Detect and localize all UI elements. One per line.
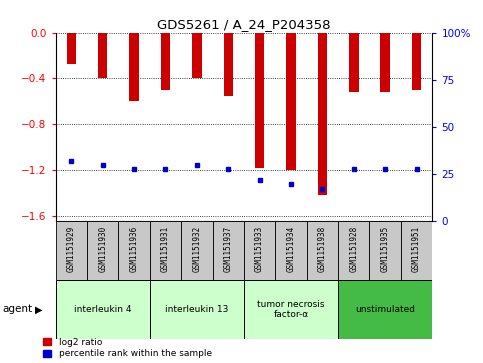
Bar [369, 221, 401, 280]
Text: GSM1151934: GSM1151934 [286, 226, 296, 272]
Text: tumor necrosis
factor-α: tumor necrosis factor-α [257, 300, 325, 319]
Text: ▶: ▶ [35, 305, 43, 314]
Bar [381, 33, 390, 92]
Bar [129, 33, 139, 101]
Bar [338, 280, 432, 339]
Bar [275, 221, 307, 280]
Text: agent: agent [2, 305, 32, 314]
Bar [213, 221, 244, 280]
Text: interleukin 13: interleukin 13 [165, 305, 228, 314]
Bar [286, 33, 296, 170]
Text: GSM1151931: GSM1151931 [161, 226, 170, 272]
Bar [67, 33, 76, 64]
Text: interleukin 4: interleukin 4 [74, 305, 131, 314]
Text: unstimulated: unstimulated [355, 305, 415, 314]
Bar [98, 33, 107, 78]
Bar [181, 221, 213, 280]
Bar [255, 33, 264, 168]
Text: GSM1151930: GSM1151930 [98, 226, 107, 272]
Bar [161, 33, 170, 90]
Bar [307, 221, 338, 280]
Text: GSM1151935: GSM1151935 [381, 226, 390, 272]
Text: GSM1151932: GSM1151932 [192, 226, 201, 272]
Bar [401, 221, 432, 280]
Bar [192, 33, 201, 78]
Text: GSM1151933: GSM1151933 [255, 226, 264, 272]
Bar [150, 280, 244, 339]
Bar [150, 221, 181, 280]
Bar [56, 221, 87, 280]
Title: GDS5261 / A_24_P204358: GDS5261 / A_24_P204358 [157, 19, 331, 32]
Text: GSM1151938: GSM1151938 [318, 226, 327, 272]
Bar [349, 33, 358, 92]
Bar [318, 33, 327, 195]
Bar [224, 33, 233, 95]
Text: GSM1151929: GSM1151929 [67, 226, 76, 272]
Text: GSM1151936: GSM1151936 [129, 226, 139, 272]
Bar [56, 280, 150, 339]
Legend: log2 ratio, percentile rank within the sample: log2 ratio, percentile rank within the s… [43, 338, 212, 359]
Text: GSM1151928: GSM1151928 [349, 226, 358, 272]
Bar [244, 280, 338, 339]
Text: GSM1151937: GSM1151937 [224, 226, 233, 272]
Bar [87, 221, 118, 280]
Bar [412, 33, 421, 90]
Text: GSM1151951: GSM1151951 [412, 226, 421, 272]
Bar [338, 221, 369, 280]
Bar [244, 221, 275, 280]
Bar [118, 221, 150, 280]
